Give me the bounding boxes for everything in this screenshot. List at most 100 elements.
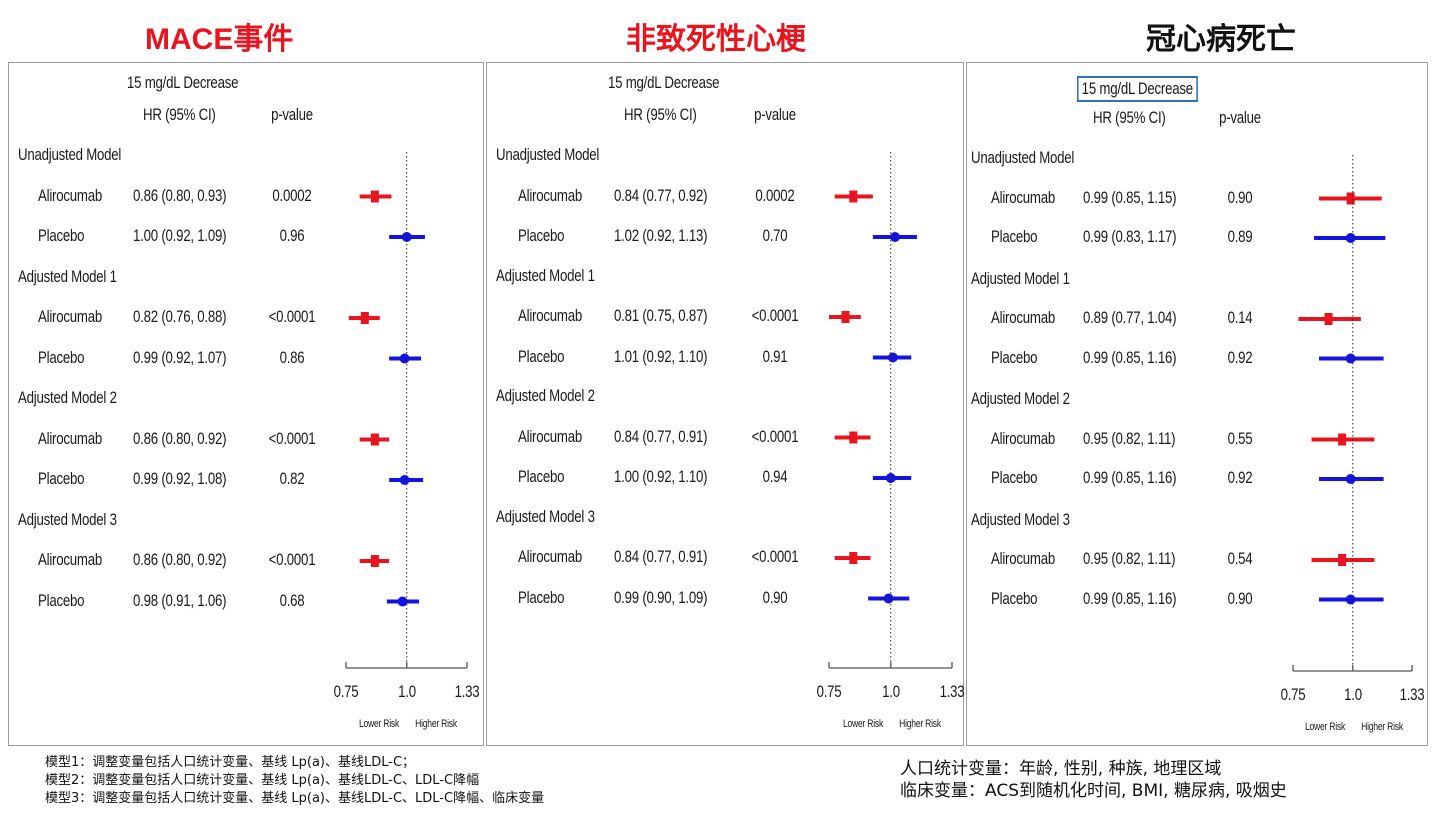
hr-ci-value: 0.95 (0.82, 1.11) [1083, 549, 1176, 568]
hr-ci-value: 0.99 (0.90, 1.09) [614, 587, 708, 607]
hr-ci-value: 0.86 (0.80, 0.92) [133, 550, 227, 569]
point-estimate-placebo [890, 232, 901, 242]
x-tick-label: 0.75 [816, 682, 842, 701]
model-label: Unadjusted Model [971, 148, 1075, 167]
p-value: <0.0001 [751, 306, 799, 325]
definition-clinical: 临床变量：ACS到随机化时间, BMI, 糖尿病, 吸烟史 [900, 781, 1287, 801]
row-label-alirocumab: Alirocumab [518, 306, 582, 325]
panel-mace [8, 62, 484, 746]
row-label-placebo: Placebo [38, 226, 85, 245]
panel-chd-death [966, 62, 1428, 746]
model-label: Unadjusted Model [496, 145, 600, 164]
hr-ci-value: 0.82 (0.76, 0.88) [133, 307, 227, 326]
row-label-placebo: Placebo [518, 226, 565, 245]
header-decrease-label: 15 mg/dL Decrease [608, 73, 720, 92]
point-estimate-placebo [887, 352, 898, 363]
hr-ci-value: 0.99 (0.83, 1.17) [1083, 227, 1177, 246]
hr-ci-value: 1.02 (0.92, 1.13) [614, 226, 708, 245]
hr-ci-value: 0.99 (0.85, 1.15) [1083, 187, 1177, 207]
p-value: 0.92 [1227, 347, 1253, 367]
header-decrease-label: 15 mg/dL Decrease [1077, 76, 1198, 102]
row-label-placebo: Placebo [518, 467, 565, 486]
hr-ci-value: 0.89 (0.77, 1.04) [1083, 308, 1177, 327]
x-tick-label: 1.33 [454, 682, 480, 701]
row-label-placebo: Placebo [991, 227, 1038, 246]
point-estimate-placebo [1345, 353, 1356, 364]
higher-risk-label: Higher Risk [1360, 721, 1403, 733]
header-hr-ci-label: HR (95% CI) [1093, 108, 1166, 127]
hr-ci-value: 0.84 (0.77, 0.91) [614, 426, 708, 446]
point-estimate-placebo [1345, 594, 1356, 605]
model-label: Adjusted Model 1 [496, 265, 595, 285]
lower-risk-label: Lower Risk [358, 718, 399, 730]
header-hr-ci-label: HR (95% CI) [143, 105, 216, 124]
row-label-placebo: Placebo [991, 588, 1038, 608]
hr-ci-value: 0.86 (0.80, 0.93) [133, 185, 227, 205]
row-label-alirocumab: Alirocumab [38, 185, 102, 205]
p-value: 0.92 [1227, 468, 1253, 487]
hr-ci-value: 1.01 (0.92, 1.10) [614, 346, 708, 366]
x-tick-label: 1.0 [881, 682, 900, 701]
p-value: <0.0001 [751, 426, 799, 446]
model-label: Adjusted Model 2 [971, 389, 1070, 408]
point-estimate-placebo [399, 353, 410, 364]
hr-ci-value: 0.84 (0.77, 0.92) [614, 185, 708, 205]
point-estimate-placebo [883, 593, 894, 604]
row-label-alirocumab: Alirocumab [991, 428, 1055, 448]
footnote-model-1: 模型1：调整变量包括人口统计变量、基线 Lp(a)、基线LDL-C； [45, 755, 416, 770]
title-chd-death: 冠心病死亡 [1146, 23, 1296, 56]
point-estimate-alirocumab [849, 431, 858, 444]
point-estimate-alirocumab [370, 190, 379, 203]
model-label: Adjusted Model 2 [18, 388, 117, 407]
model-label: Adjusted Model 3 [18, 509, 117, 529]
point-estimate-alirocumab [841, 311, 850, 323]
model-label: Adjusted Model 2 [496, 386, 595, 405]
p-value: <0.0001 [268, 307, 316, 326]
point-estimate-placebo [1345, 474, 1356, 484]
p-value: 0.90 [762, 587, 788, 607]
p-value: 0.94 [762, 467, 788, 486]
x-tick-label: 1.33 [939, 682, 965, 701]
p-value: 0.70 [762, 226, 788, 245]
header-pvalue-label: p-value [1219, 108, 1261, 127]
row-label-alirocumab: Alirocumab [38, 428, 102, 448]
hr-ci-value: 0.99 (0.92, 1.07) [133, 347, 227, 367]
point-estimate-alirocumab [1338, 554, 1347, 566]
row-label-alirocumab: Alirocumab [38, 550, 102, 569]
p-value: 0.96 [279, 226, 305, 245]
footnote-model-2: 模型2：调整变量包括人口统计变量、基线 Lp(a)、基线LDL-C、LDL-C降… [45, 773, 480, 788]
point-estimate-placebo [1345, 233, 1356, 243]
hr-ci-value: 0.86 (0.80, 0.92) [133, 428, 227, 448]
x-tick-label: 0.75 [333, 682, 359, 701]
hr-ci-value: 1.00 (0.92, 1.10) [614, 467, 708, 486]
x-tick-label: 0.75 [1280, 685, 1306, 704]
point-estimate-alirocumab [1324, 313, 1333, 325]
lower-risk-label: Lower Risk [1304, 721, 1345, 733]
p-value: 0.0002 [272, 185, 312, 205]
point-estimate-alirocumab [370, 433, 379, 446]
p-value: 0.86 [279, 347, 305, 367]
row-label-alirocumab: Alirocumab [518, 547, 582, 566]
p-value: 0.89 [1227, 227, 1253, 246]
point-estimate-placebo [397, 596, 408, 607]
lower-risk-label: Lower Risk [842, 718, 883, 730]
hr-ci-value: 0.99 (0.92, 1.08) [133, 469, 227, 488]
p-value: 0.0002 [755, 185, 795, 205]
row-label-alirocumab: Alirocumab [991, 308, 1055, 327]
hr-ci-value: 1.00 (0.92, 1.09) [133, 226, 227, 245]
header-pvalue-label: p-value [271, 105, 313, 124]
point-estimate-alirocumab [370, 555, 379, 567]
row-label-placebo: Placebo [38, 590, 85, 610]
model-label: Unadjusted Model [18, 145, 122, 164]
p-value: 0.90 [1227, 187, 1253, 207]
hr-ci-value: 0.81 (0.75, 0.87) [614, 306, 708, 325]
p-value: <0.0001 [751, 547, 799, 566]
hr-ci-value: 0.98 (0.91, 1.06) [133, 590, 227, 610]
definition-demographic: 人口统计变量：年龄, 性别, 种族, 地理区域 [900, 759, 1222, 779]
point-estimate-alirocumab [849, 552, 858, 564]
p-value: 0.55 [1227, 428, 1253, 448]
p-value: 0.54 [1227, 549, 1253, 568]
p-value: 0.82 [279, 469, 305, 488]
hr-ci-value: 0.99 (0.85, 1.16) [1083, 468, 1177, 487]
